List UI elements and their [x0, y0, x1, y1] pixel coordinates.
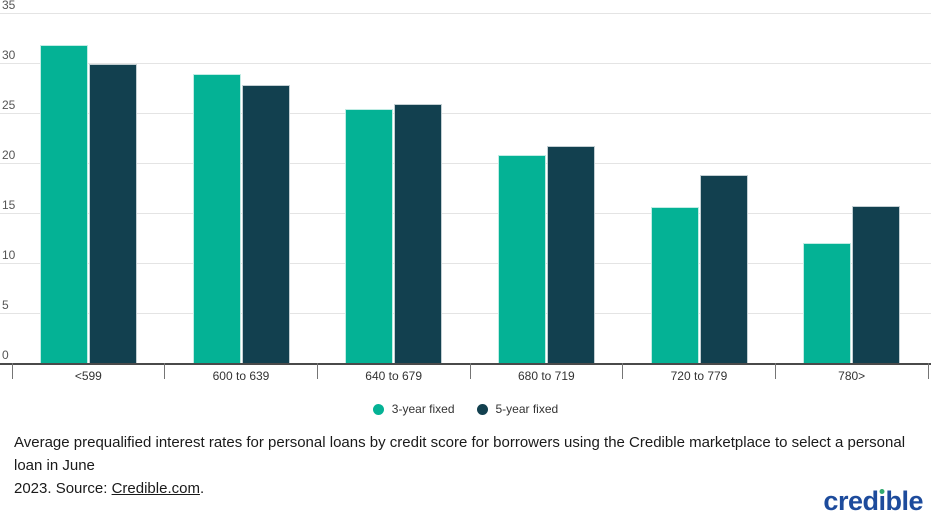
x-axis-tick: [927, 363, 929, 379]
chart-legend: 3-year fixed 5-year fixed: [0, 401, 931, 417]
chart-caption: Average prequalified interest rates for …: [14, 431, 907, 500]
bar-3-year-fixed: [345, 109, 394, 363]
legend-item-3-year-fixed: 3-year fixed: [372, 402, 455, 416]
gridline: [0, 113, 931, 114]
logo-text-before-i: cred: [823, 486, 879, 516]
x-axis-category-label: 680 to 719: [517, 369, 575, 383]
y-axis-tick-label: 35: [2, 0, 16, 12]
x-axis-category-label: 720 to 779: [670, 369, 728, 383]
x-axis-tick: [316, 363, 318, 379]
y-axis-tick-label: 15: [2, 198, 16, 212]
x-axis-tick: [469, 363, 471, 379]
x-axis-tick: [774, 363, 776, 379]
caption-line1: Average prequalified interest rates for …: [14, 434, 906, 474]
bar-3-year-fixed: [650, 207, 699, 363]
credible-source-link[interactable]: Credible.com: [111, 480, 200, 497]
legend-item-5-year-fixed: 5-year fixed: [476, 402, 559, 416]
bar-5-year-fixed: [241, 85, 290, 363]
legend-color-dot: [372, 403, 384, 415]
bar-3-year-fixed: [803, 243, 852, 363]
y-axis-tick-label: 30: [2, 48, 16, 62]
bar-5-year-fixed: [88, 64, 137, 363]
bar-chart: 0 5 10 15 20 25 30 35 <599 600 to 639 640 to 679 68…: [0, 0, 931, 383]
x-axis-category-label: <599: [74, 369, 102, 383]
bar-5-year-fixed: [394, 104, 443, 363]
gridline: [0, 163, 931, 164]
legend-label: 5-year fixed: [495, 402, 559, 416]
gridline: [0, 13, 931, 14]
gridline: [0, 213, 931, 214]
y-axis-tick-label: 5: [2, 298, 9, 312]
bar-3-year-fixed: [39, 45, 88, 363]
bar-5-year-fixed: [852, 206, 901, 363]
credible-logo: credıble: [823, 486, 923, 516]
bar-5-year-fixed: [546, 146, 595, 363]
x-axis-category-label: 600 to 639: [212, 369, 270, 383]
gridline: [0, 63, 931, 64]
caption-line2-text: 2023. Source:: [14, 480, 112, 497]
logo-row: credıble: [823, 488, 923, 515]
y-axis-tick-label: 25: [2, 98, 16, 112]
gridline: [0, 313, 931, 314]
logo-text-after-i: ble: [885, 486, 923, 516]
gridline: [0, 263, 931, 264]
x-axis-tick: [11, 363, 13, 379]
logo-i-with-green-dot: ı: [878, 486, 886, 516]
x-axis-tick: [622, 363, 624, 379]
y-axis-tick-label: 0: [2, 348, 9, 362]
x-axis-line: [0, 363, 931, 365]
bar-3-year-fixed: [497, 155, 546, 363]
caption-period: .: [199, 480, 205, 497]
y-axis-tick-label: 10: [2, 248, 16, 262]
bar-5-year-fixed: [699, 175, 748, 363]
y-axis-tick-label: 20: [2, 148, 16, 162]
bar-3-year-fixed: [192, 74, 241, 363]
x-axis-tick: [164, 363, 166, 379]
legend-label: 3-year fixed: [391, 402, 455, 416]
legend-color-dot: [476, 403, 488, 415]
x-axis-category-label: 780>: [838, 369, 866, 383]
x-axis-category-label: 640 to 679: [365, 369, 423, 383]
